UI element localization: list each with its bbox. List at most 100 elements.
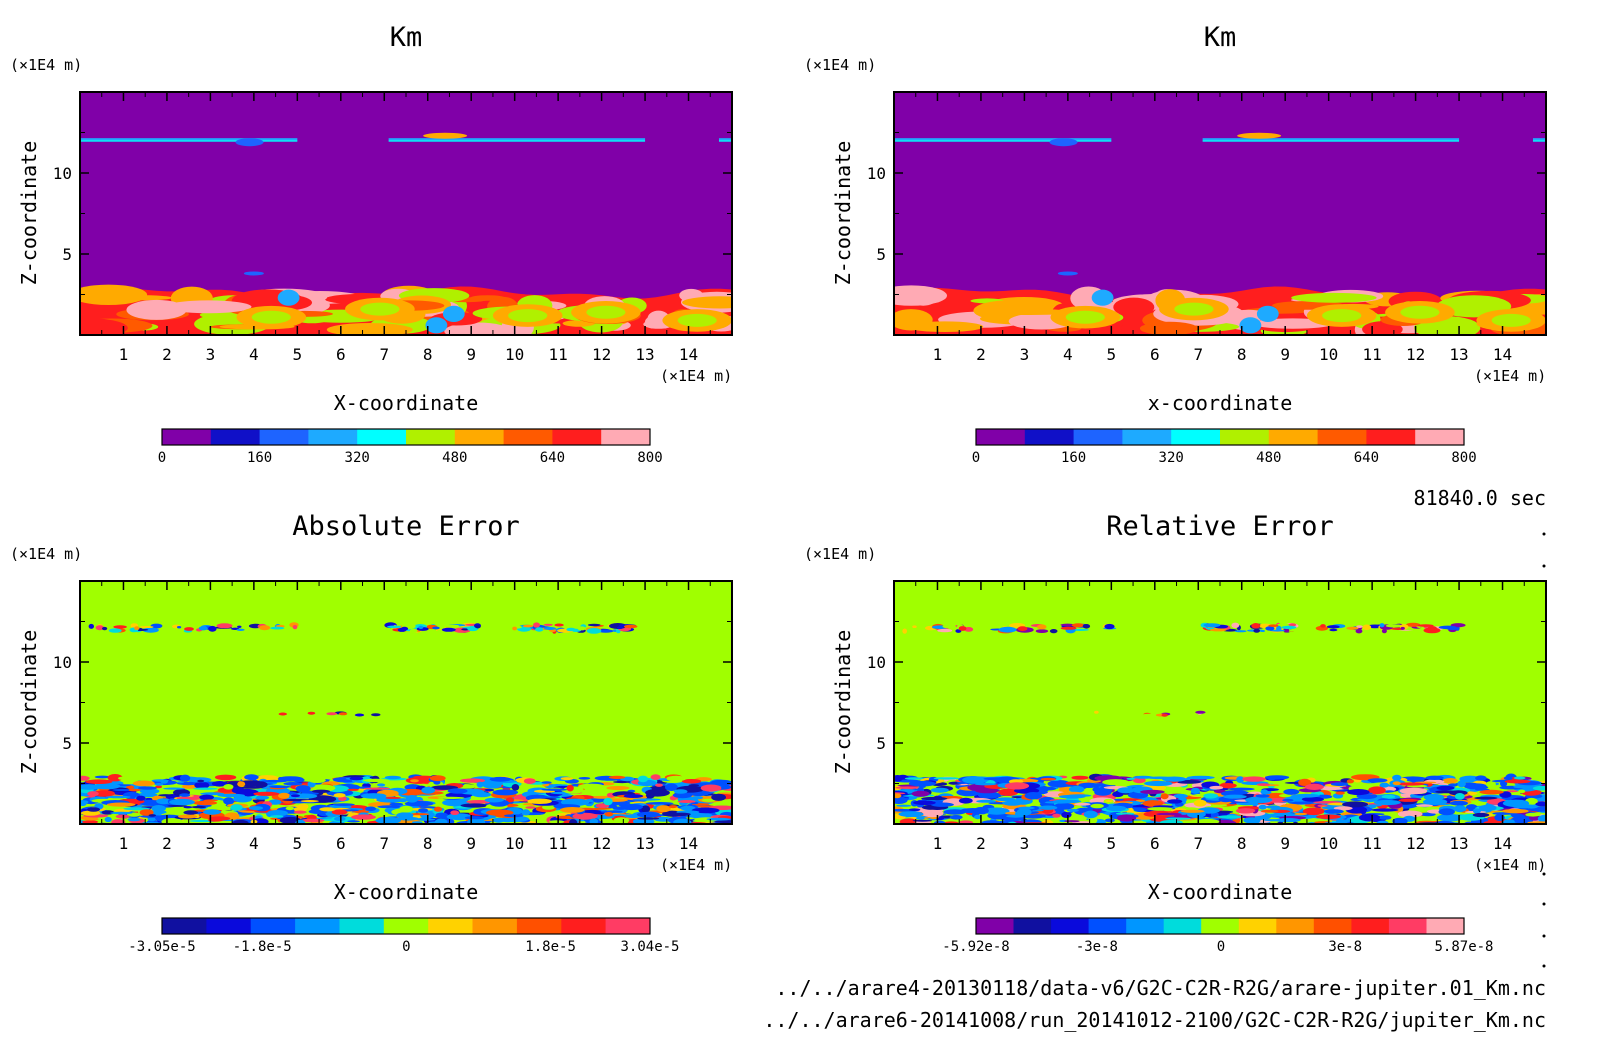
error-cell [208,625,217,632]
error-cell [1506,790,1519,793]
error-cell [1180,809,1205,813]
error-cell [1260,809,1279,813]
error-cell [1047,780,1071,788]
x-tick-label: 14 [679,834,698,853]
error-cell [902,628,907,634]
error-cell [293,810,307,814]
error-cell [151,805,166,812]
error-cell [446,813,472,821]
error-cell [300,818,325,823]
error-cell [894,793,902,799]
error-cell [1159,819,1183,824]
error-cell [1304,783,1324,791]
error-cell [437,796,465,800]
x-tick-label: 10 [505,345,524,364]
error-cell [160,779,168,784]
error-cell [1416,804,1433,807]
error-cell [1173,793,1188,799]
colorbar-swatch [1238,918,1277,934]
error-cell [464,816,485,820]
error-cell [1335,791,1345,795]
error-cell [104,816,112,823]
error-cell [694,805,715,808]
error-cell [641,805,651,813]
error-cell [1368,786,1386,794]
error-cell [441,627,456,632]
error-cell [1071,623,1085,628]
error-cell [87,807,100,812]
error-cell [637,817,660,820]
x-unit-label: (×1E4 m) [1474,856,1546,874]
colorbar-swatch [1268,429,1319,445]
error-cell [1243,817,1261,824]
error-cell [1302,807,1325,816]
error-cell [468,819,486,824]
x-tick-label: 13 [1449,834,1468,853]
error-cell [1472,808,1481,814]
error-cell [1126,777,1136,780]
error-cell [978,791,1001,799]
error-cell [1479,789,1504,795]
error-cell [603,797,613,806]
colorbar-swatch [1415,429,1465,445]
error-cell [1442,778,1458,784]
error-cell [191,805,207,809]
error-cell [983,777,1011,781]
plot-area [894,92,1546,335]
y-axis-label: Z-coordinate [831,141,855,286]
error-cell [430,785,458,790]
error-cell [1049,629,1058,634]
error-cell [1356,625,1363,628]
x-tick-label: 8 [1237,345,1247,364]
x-tick-label: 1 [119,834,129,853]
colorbar-swatch [308,429,358,445]
y-tick-label: 10 [867,164,886,183]
error-cell [1342,801,1369,808]
error-cell [1301,796,1324,802]
error-cell [560,777,574,781]
error-cell [139,626,154,628]
field-cell [1239,317,1262,334]
error-cell [80,800,89,804]
x-axis-label: X-coordinate [1148,880,1293,904]
error-cell [163,787,186,790]
error-cell [904,777,924,780]
error-cell [169,798,195,806]
plot-area [80,92,732,335]
error-cell [1067,794,1092,797]
error-cell [1165,817,1192,820]
error-cell [332,803,355,806]
error-cell [319,807,336,812]
x-tick-label: 5 [1107,345,1117,364]
error-cell [913,800,936,806]
y-unit-label: (×1E4 m) [10,56,82,74]
colorbar-swatch [1220,429,1270,445]
error-cell [1017,626,1028,632]
error-cell [566,784,574,792]
error-cell [292,625,298,630]
error-cell [307,711,316,715]
error-cell [921,809,944,818]
error-cell [1217,815,1243,819]
colorbar-tick-label: 320 [345,450,370,466]
error-cell [254,795,270,800]
upper-layer [1532,140,1546,142]
error-cell [259,625,271,631]
colorbar-swatch [206,918,252,934]
error-cell [429,775,446,782]
error-cell [921,796,948,801]
colorbar-frame [161,917,651,935]
x-tick-label: 13 [635,345,654,364]
x-tick-label: 8 [1237,834,1247,853]
error-cell [363,787,390,790]
error-cell [710,779,732,786]
field-cell [326,323,413,335]
x-unit-label: (×1E4 m) [1474,367,1546,385]
error-cell [523,778,536,784]
error-cell [126,785,135,790]
error-cell [1400,626,1405,630]
error-cell [1092,787,1102,792]
error-cell [311,789,331,793]
upper-layer [718,140,732,142]
x-tick-label: 14 [1493,345,1512,364]
